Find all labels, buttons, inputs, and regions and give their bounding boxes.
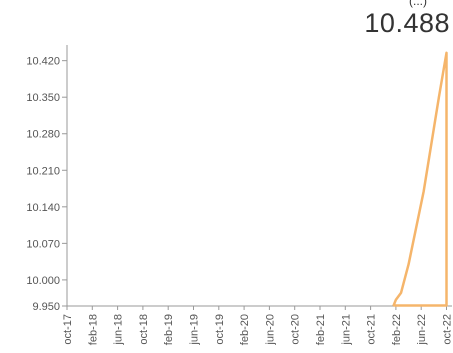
y-tick-label: 9.950 (32, 301, 60, 313)
x-tick-label: feb-22 (391, 314, 403, 345)
y-tick-label: 10.000 (26, 275, 60, 287)
x-tick-label: feb-21 (315, 314, 327, 345)
x-tick-label: oct-21 (366, 314, 378, 345)
x-tick-label: oct-20 (290, 314, 302, 345)
x-tick-label: jun-18 (113, 314, 125, 346)
y-tick-label: 10.070 (26, 238, 60, 250)
x-tick-label: jun-21 (340, 314, 352, 346)
x-tick-label: jun-20 (264, 314, 276, 346)
x-tick-label: oct-17 (62, 314, 74, 345)
y-tick-label: 10.280 (26, 129, 60, 141)
y-tick-label: 10.140 (26, 202, 60, 214)
x-tick-label: feb-18 (87, 314, 99, 345)
x-tick-label: feb-19 (163, 314, 175, 345)
y-tick-label: 10.210 (26, 165, 60, 177)
series-line (392, 51, 448, 307)
y-tick-label: 10.350 (26, 92, 60, 104)
top-partial-label: (...) (409, 0, 427, 8)
x-tick-label: oct-19 (214, 314, 226, 345)
x-tick-label: jun-22 (416, 314, 428, 346)
x-tick-label: oct-18 (138, 314, 150, 345)
x-tick-label: oct-22 (442, 314, 453, 345)
y-tick-label: 10.420 (26, 56, 60, 68)
current-value-label: 10.488 (364, 8, 450, 38)
x-tick-label: feb-20 (239, 314, 251, 345)
x-tick-label: jun-19 (189, 314, 201, 346)
